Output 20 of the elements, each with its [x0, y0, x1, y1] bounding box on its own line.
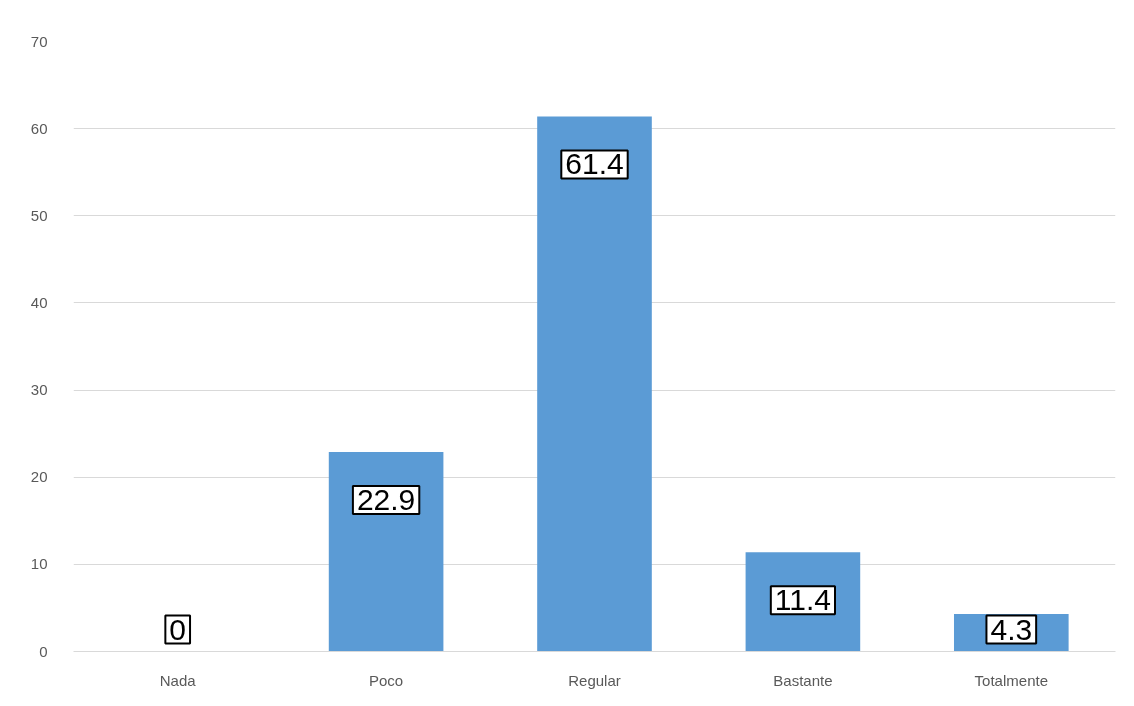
bar — [537, 116, 652, 652]
y-tick-label: 40 — [30, 293, 48, 311]
y-tick-label: 70 — [30, 32, 48, 50]
data-label: 4.3 — [990, 612, 1033, 646]
y-tick-label: 30 — [30, 381, 48, 399]
x-tick-label: Regular — [568, 671, 621, 689]
y-tick-label: 50 — [30, 206, 48, 224]
y-tick-label: 10 — [30, 555, 48, 573]
x-tick-label: Totalmente — [974, 671, 1048, 689]
bar — [328, 451, 444, 652]
x-tick-label: Poco — [369, 671, 404, 689]
y-tick-label: 20 — [30, 468, 48, 486]
data-label: 11.4 — [774, 583, 831, 617]
x-tick-label: Bastante — [773, 671, 833, 689]
x-tick-label: Nada — [159, 671, 197, 689]
data-label: 22.9 — [356, 482, 416, 516]
y-tick-label: 60 — [30, 119, 48, 137]
y-tick-label: 0 — [39, 642, 48, 660]
data-label: 61.4 — [565, 147, 624, 181]
data-label: 0 — [169, 612, 187, 646]
